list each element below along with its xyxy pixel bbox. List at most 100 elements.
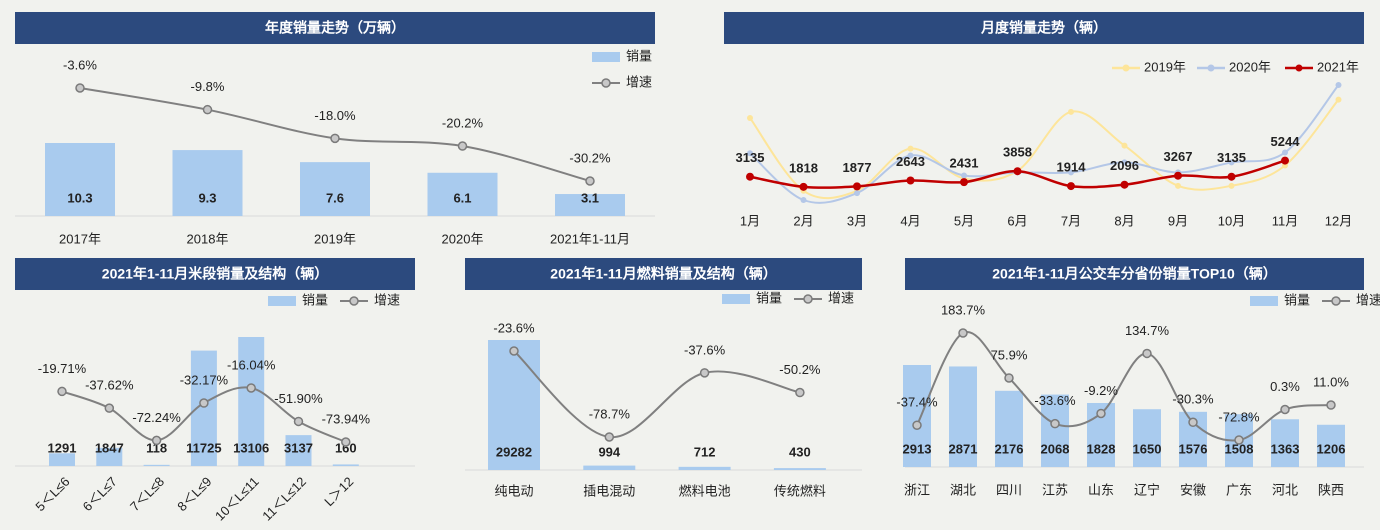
series-point: [1068, 169, 1074, 176]
x-tick-label: 传统燃料: [774, 483, 826, 498]
bar: [1317, 424, 1345, 467]
legend-label: 2020年: [1229, 59, 1271, 74]
growth-label: 134.7%: [1125, 323, 1170, 338]
growth-label: -19.71%: [38, 361, 87, 376]
x-tick-label: 河北: [1272, 482, 1298, 497]
data-label: 1818: [789, 160, 818, 175]
bar-label: 9.3: [198, 190, 216, 205]
x-tick-label: 7月: [1061, 213, 1081, 228]
series-point: [853, 182, 861, 191]
chart-title: 2021年1-11月燃料销量及结构（辆）: [550, 266, 776, 282]
x-tick-label: L＞12: [321, 474, 356, 509]
growth-label: -78.7%: [589, 406, 631, 421]
title-bar: [465, 258, 862, 290]
growth-label: -32.17%: [180, 372, 229, 387]
bar-label: 2068: [1041, 441, 1070, 456]
x-tick-label: 5月: [954, 213, 974, 228]
legend-swatch: [722, 294, 750, 304]
legend-marker: [1207, 64, 1215, 72]
bar-label: 11725: [186, 440, 221, 455]
chart-title: 2021年1-11月米段销量及结构（辆）: [102, 266, 328, 282]
data-label: 1914: [1057, 160, 1087, 175]
x-tick-label: 4月: [900, 213, 920, 228]
legend-label: 2021年: [1317, 59, 1359, 74]
legend-swatch: [592, 52, 620, 62]
bar-label: 1847: [95, 440, 124, 455]
series-point: [1335, 96, 1342, 103]
bar: [332, 464, 359, 466]
series-point: [1282, 149, 1288, 156]
series-point: [1281, 156, 1289, 165]
data-label: 3135: [736, 150, 765, 165]
growth-point: [604, 432, 615, 442]
series-point: [960, 178, 968, 187]
series-point: [1067, 182, 1075, 191]
bar-label: 1206: [1317, 441, 1346, 456]
chart-title: 年度销量走势（万辆）: [265, 20, 405, 36]
bar: [96, 447, 123, 466]
growth-label: -3.6%: [63, 57, 97, 72]
bar: [45, 143, 115, 216]
series-point: [1228, 159, 1235, 166]
growth-line: [916, 330, 1332, 442]
growth-label: -72.24%: [132, 410, 181, 425]
x-tick-label: 11月: [1272, 213, 1299, 228]
series-point: [1228, 182, 1235, 189]
bar-label: 1508: [1225, 441, 1254, 456]
bar-label: 1650: [1133, 441, 1162, 456]
growth-label: -18.0%: [314, 108, 356, 123]
growth-point: [246, 383, 256, 393]
growth-point: [585, 176, 595, 186]
bar: [995, 390, 1023, 467]
growth-label: 11.0%: [1313, 374, 1349, 389]
series-point: [907, 152, 914, 159]
growth-point: [1234, 435, 1244, 445]
growth-label: -30.2%: [569, 150, 611, 165]
bar: [300, 162, 370, 216]
chart-title: 月度销量走势（辆）: [980, 20, 1107, 36]
legend-swatch: [268, 296, 296, 306]
x-tick-label: 辽宁: [1134, 482, 1160, 497]
growth-point: [1142, 348, 1152, 359]
growth-point: [341, 437, 351, 447]
bar-label: 7.6: [326, 190, 344, 205]
bar-label: 2176: [995, 441, 1024, 456]
x-tick-label: 广东: [1226, 482, 1252, 497]
x-tick-label: 湖北: [950, 482, 976, 497]
x-tick-label: 江苏: [1042, 482, 1068, 497]
bar-label: 118: [146, 440, 167, 455]
data-label: 5244: [1271, 134, 1301, 149]
x-tick-label: 2017年: [59, 231, 101, 246]
x-tick-label: 插电混动: [583, 483, 635, 498]
growth-label: -16.04%: [227, 357, 276, 372]
series-line: [749, 84, 1340, 204]
growth-label: -30.3%: [1172, 392, 1214, 407]
bar-label: 2871: [949, 441, 978, 456]
bar-label: 1828: [1087, 441, 1116, 456]
growth-label: -50.2%: [779, 362, 821, 377]
series-point: [854, 190, 860, 197]
legend-marker: [349, 296, 359, 306]
bar-label: 712: [694, 444, 716, 459]
x-tick-label: 6月: [1007, 213, 1027, 228]
series-point: [1013, 167, 1022, 176]
x-tick-label: 11＜L≤12: [259, 474, 309, 524]
x-tick-label: 5＜L≤6: [32, 474, 72, 514]
x-tick-label: 1月: [740, 213, 760, 228]
growth-point: [1004, 373, 1014, 383]
growth-label: -37.6%: [684, 342, 726, 357]
bar: [1133, 409, 1161, 467]
bar: [1271, 419, 1299, 467]
x-tick-label: 10月: [1218, 213, 1245, 228]
x-tick-label: 10＜L≤11: [212, 474, 262, 524]
growth-label: -73.94%: [322, 411, 371, 426]
growth-point: [1188, 417, 1198, 428]
bar-label: 6.1: [453, 190, 471, 205]
data-label: 3135: [1217, 150, 1246, 165]
x-tick-label: 陕西: [1318, 482, 1344, 497]
growth-label: 0.3%: [1270, 379, 1300, 394]
growth-point: [199, 398, 209, 408]
series-point: [1227, 172, 1236, 181]
